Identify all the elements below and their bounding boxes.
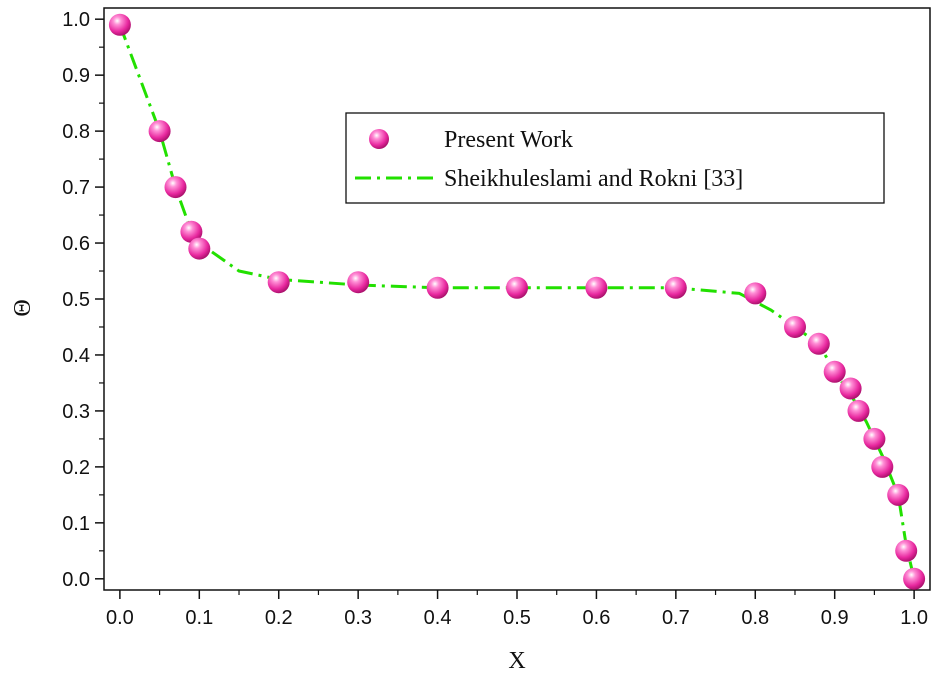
x-axis-ticks: 0.0 0.1 0.2 0.3 0.4 0.5 0.6 0.7 0.8 0.9 1.0 [106,590,928,629]
data-point-present-work [426,276,449,299]
y-tick-label: 0.6 [62,233,90,255]
data-point-present-work [180,220,203,243]
legend: Present Work Sheikhuleslami and Rokni [3… [345,112,885,204]
y-tick-label: 0.7 [62,177,90,199]
data-point-present-work [807,332,830,355]
x-tick-label: 0.3 [344,607,372,629]
x-tick-label: 0.4 [424,607,452,629]
y-tick-label: 0.9 [62,65,90,87]
data-point-present-work [108,13,131,36]
legend-marker-present-work [369,129,389,149]
data-point-present-work [164,176,187,199]
series-markers-group [108,13,926,590]
y-tick-label: 0.4 [62,345,90,367]
series-line-sheikhuleslami-rokni [118,24,916,580]
x-tick-label: 0.6 [583,607,611,629]
x-tick-label: 0.9 [821,607,849,629]
series-line-group [118,24,916,580]
x-tick-label: 0.5 [503,607,531,629]
data-point-present-work [823,360,846,383]
x-tick-label: 1.0 [900,607,928,629]
x-axis-title: X [508,648,525,674]
data-point-present-work [188,237,211,260]
y-axis-ticks: 0.0 0.1 0.2 0.3 0.4 0.5 0.6 0.7 0.8 0.9 1.0 [62,9,104,591]
data-point-present-work [895,539,918,562]
y-tick-label: 0.8 [62,121,90,143]
y-tick-label: 1.0 [62,9,90,31]
legend-label-reference: Sheikhuleslami and Rokni [33] [444,166,743,192]
data-point-present-work [267,271,290,294]
y-tick-label: 0.3 [62,401,90,423]
plot-frame [103,7,931,591]
x-tick-label: 0.8 [741,607,769,629]
data-point-present-work [871,455,894,478]
data-point-present-work [347,271,370,294]
data-point-present-work [506,276,528,299]
x-tick-label: 0.0 [106,607,134,629]
y-axis-title: Θ [10,299,36,316]
data-point-present-work [863,427,886,450]
legend-box [345,112,885,204]
x-tick-label: 0.1 [185,607,213,629]
data-point-present-work [847,399,870,422]
data-point-present-work [148,120,171,143]
data-point-present-work [903,567,926,590]
data-point-present-work [839,377,862,400]
x-tick-label: 0.7 [662,607,690,629]
legend-label-present-work: Present Work [444,127,573,153]
data-point-present-work [664,276,687,299]
data-point-present-work [744,282,767,305]
y-tick-label: 0.5 [62,289,90,311]
y-tick-label: 0.1 [62,513,90,535]
y-tick-label: 0.0 [62,569,90,591]
x-tick-label: 0.2 [265,607,293,629]
data-point-present-work [784,316,806,338]
y-tick-label: 0.2 [62,457,90,479]
data-point-present-work [887,483,910,506]
data-point-present-work [585,276,608,299]
